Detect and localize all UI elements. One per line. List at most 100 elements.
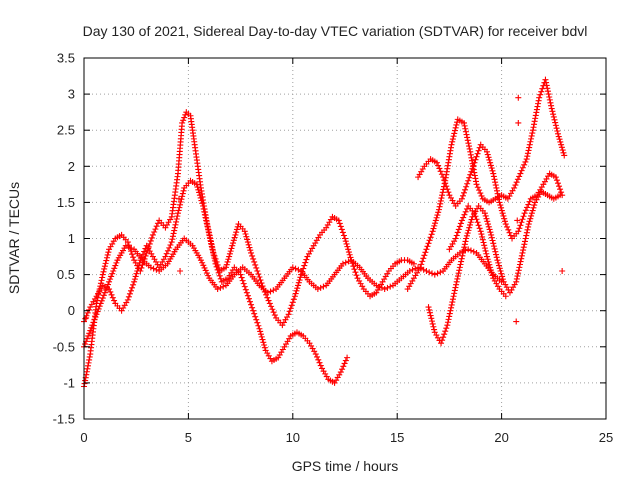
data-point: [483, 148, 490, 155]
data-point: [225, 256, 232, 263]
data-point: [513, 278, 520, 285]
data-point: [498, 204, 505, 211]
data-point: [534, 103, 541, 110]
data-point: [135, 265, 142, 272]
data-point: [295, 266, 302, 273]
data-point: [215, 269, 222, 276]
data-point: [425, 240, 432, 247]
data-point: [421, 252, 428, 259]
data-point: [249, 252, 256, 259]
data-point: [484, 218, 491, 225]
data-point: [100, 292, 107, 299]
data-point: [451, 287, 458, 294]
data-point: [292, 290, 299, 297]
data-point: [271, 312, 278, 319]
data-point: [472, 156, 479, 163]
y-tick-label: 2: [68, 159, 75, 174]
data-point: [427, 312, 434, 319]
data-point: [228, 245, 235, 252]
data-point: [449, 299, 456, 306]
data-point: [484, 256, 491, 263]
data-point: [516, 261, 523, 268]
data-point: [229, 242, 236, 249]
data-point: [484, 151, 491, 158]
data-point: [453, 278, 460, 285]
data-point: [437, 197, 444, 204]
data-point: [528, 135, 535, 142]
data-point: [419, 258, 426, 265]
data-point: [462, 186, 469, 193]
y-tick-label: -0.5: [53, 339, 75, 354]
data-point: [524, 150, 531, 157]
data-point: [561, 152, 568, 159]
data-point: [320, 283, 327, 290]
data-point: [232, 231, 239, 238]
data-point: [495, 259, 502, 266]
data-point: [85, 359, 92, 366]
data-point: [256, 274, 263, 281]
data-point: [196, 192, 203, 199]
data-point: [526, 144, 533, 151]
data-point: [522, 207, 529, 214]
data-point: [344, 354, 351, 361]
data-point: [515, 270, 522, 277]
data-point: [502, 221, 509, 228]
data-point: [217, 284, 224, 291]
data-point: [432, 220, 439, 227]
data-point: [269, 306, 276, 313]
data-point: [254, 267, 261, 274]
data-point: [429, 228, 436, 235]
data-point: [463, 232, 470, 239]
data-point: [426, 237, 433, 244]
data-point: [129, 284, 136, 291]
data-point: [513, 179, 520, 186]
series-track-6: [425, 188, 564, 347]
data-point: [205, 229, 212, 236]
data-point: [519, 249, 526, 256]
data-point: [519, 164, 526, 171]
data-point: [253, 264, 260, 271]
data-point: [536, 94, 543, 101]
data-point: [448, 141, 455, 148]
data-point: [252, 261, 259, 268]
data-point: [517, 222, 524, 229]
data-point: [496, 265, 503, 272]
data-point: [174, 213, 181, 220]
data-point: [288, 302, 295, 309]
data-point: [340, 232, 347, 239]
data-point: [493, 184, 500, 191]
data-point: [481, 242, 488, 249]
data-point: [459, 192, 466, 199]
data-point: [532, 115, 539, 122]
data-point: [476, 187, 483, 194]
data-point: [464, 180, 471, 187]
data-point: [483, 253, 490, 260]
data-point: [554, 180, 561, 187]
data-point: [345, 258, 352, 265]
data-point: [524, 204, 531, 211]
data-point: [494, 187, 501, 194]
data-point: [456, 264, 463, 271]
data-point: [89, 322, 96, 329]
data-point: [261, 341, 268, 348]
data-point: [547, 99, 554, 106]
data-point: [520, 244, 527, 251]
data-point: [344, 243, 351, 250]
data-point: [466, 145, 473, 152]
data-point: [456, 223, 463, 230]
data-point: [518, 255, 525, 262]
data-point: [492, 179, 499, 186]
data-point: [450, 133, 457, 140]
data-point: [543, 82, 550, 89]
data-point: [473, 153, 480, 160]
data-point: [459, 252, 466, 259]
data-point: [428, 231, 435, 238]
data-point: [242, 286, 249, 293]
data-point: [440, 174, 447, 181]
data-point: [533, 109, 540, 116]
data-point: [477, 190, 484, 197]
data-point: [521, 241, 528, 248]
data-point: [162, 253, 169, 260]
data-point: [170, 230, 177, 237]
data-point: [203, 217, 210, 224]
